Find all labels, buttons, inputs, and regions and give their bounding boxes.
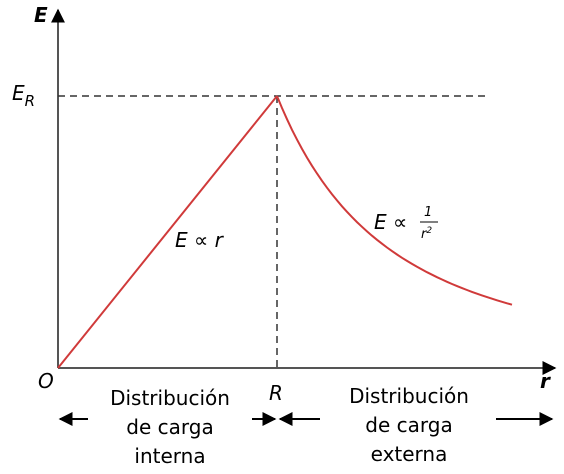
outer-field bbox=[276, 95, 513, 306]
outer-region: Distribución de carga externa bbox=[349, 384, 469, 466]
inner-law: E ∝ r bbox=[175, 228, 225, 252]
region-line: Distribución bbox=[110, 386, 230, 410]
region-line: externa bbox=[371, 442, 448, 466]
er-main: E bbox=[12, 81, 25, 105]
er-mark: ER bbox=[12, 81, 35, 110]
region-line: de carga bbox=[365, 413, 452, 437]
origin-label: O bbox=[38, 369, 54, 393]
numerator: 1 bbox=[424, 205, 432, 220]
inner-field bbox=[57, 95, 278, 369]
outer-law: E ∝ bbox=[374, 210, 407, 234]
denominator-base: r bbox=[421, 227, 428, 242]
r-mark: R bbox=[269, 381, 283, 405]
region-line: Distribución bbox=[349, 384, 469, 408]
region-line: interna bbox=[134, 444, 205, 468]
exponent: 2 bbox=[426, 226, 432, 236]
region-line: de carga bbox=[126, 415, 213, 439]
er-sub: R bbox=[25, 92, 35, 110]
x-label: r bbox=[540, 369, 551, 393]
inner-region: Distribución de carga interna bbox=[110, 386, 230, 468]
y-label: E bbox=[34, 3, 48, 27]
denominator: r2 bbox=[421, 226, 432, 242]
